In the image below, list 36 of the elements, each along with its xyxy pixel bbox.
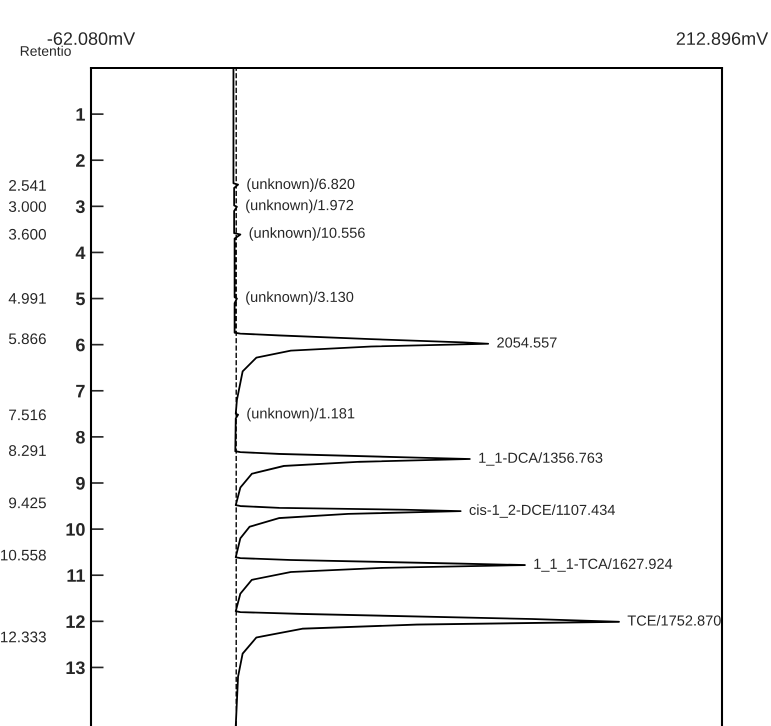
annotation: (unknown)/1.972	[246, 200, 354, 214]
y-tick-label: 12	[66, 615, 85, 628]
y2-tick-label: 8.291	[8, 445, 46, 456]
y2-tick-label: 3.600	[8, 228, 46, 240]
y-tick-label: 3	[76, 200, 85, 214]
annotation: (unknown)/1.181	[247, 408, 354, 422]
y-tick-label: 11	[67, 569, 85, 582]
y-tick-label: 4	[76, 246, 86, 259]
y-tick-label: 2	[76, 154, 85, 167]
annotation: (unknown)/6.820	[247, 178, 354, 192]
annotation: 1_1_1-TCA/1627.924	[534, 558, 672, 572]
y-tick-label: 1	[76, 108, 85, 121]
y2-tick-label: 2.541	[9, 180, 46, 191]
y-tick-label: 9	[76, 476, 85, 490]
y-tick-label: 5	[76, 292, 85, 306]
annotation: 1_1-DCA/1356.763	[479, 452, 602, 466]
y2-tick-label: 10.558	[0, 550, 46, 561]
y-tick-label: 7	[76, 384, 85, 398]
annotation: (unknown)/3.130	[246, 291, 354, 305]
x-tick-label: -62.080mV	[48, 32, 136, 45]
y2-tick-label: 4.991	[8, 293, 46, 304]
y-tick-label: 6	[76, 338, 85, 352]
annotation: 2054.557	[497, 337, 557, 348]
y2-tick-label: 12.333	[0, 632, 46, 642]
y2-tick-label: 9.425	[9, 497, 46, 508]
x-tick-label: 212.896mV	[676, 32, 768, 45]
text: Retentio	[20, 46, 71, 56]
y-tick-label: 8	[76, 430, 85, 444]
annotation: (unknown)/10.556	[250, 227, 365, 241]
annotation: TCE/1752.870	[628, 614, 721, 626]
y2-tick-label: 3.000	[8, 201, 46, 212]
y-tick-label: 13	[66, 661, 85, 674]
annotation: cis-1_2-DCE/1107.434	[470, 504, 616, 518]
y2-tick-label: 5.866	[8, 333, 46, 344]
y-tick-label: 10	[66, 523, 85, 536]
y2-tick-label: 7.516	[9, 409, 46, 420]
